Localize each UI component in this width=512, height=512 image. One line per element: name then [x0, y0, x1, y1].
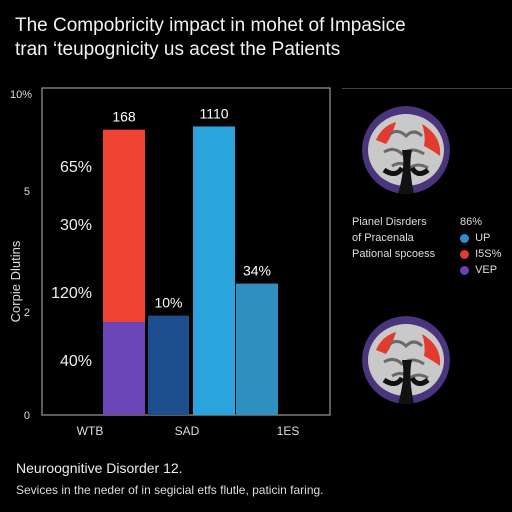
footer-title: Neuroognitive Disorder 12. [16, 460, 183, 476]
y-tick-label: 0 [24, 410, 30, 422]
legend-dot [460, 265, 469, 275]
bar-value-label: 168 [112, 109, 136, 125]
legend-row: VEP [352, 264, 502, 280]
title-line-2: tran ‘teupognicity us acest the Patients [15, 39, 341, 60]
footer-subtitle: Sevices in the neder of in segicial etfs… [16, 483, 324, 497]
bar-segment [103, 129, 145, 323]
divider [342, 88, 512, 89]
inner-percent-label: 40% [60, 353, 92, 370]
legend-label: of Pracenala [352, 232, 414, 244]
legend-row: of Pracenala UP [352, 232, 502, 248]
legend-item: I5S% [460, 248, 501, 260]
inner-percent-label: 120% [51, 285, 92, 302]
x-tick-label: 1ES [277, 424, 300, 438]
brain-scan-icon [362, 316, 450, 404]
legend-label: Pianel Disrders [352, 216, 427, 228]
y-tick-label: 5 [24, 186, 30, 198]
y-tick-label: 10% [10, 89, 32, 101]
bar-segment [193, 126, 235, 416]
bar-chart: Corpie Dlutins 10% 5 2 0 65% 30% 120% 40% 168 10% 1… [8, 87, 331, 438]
legend-row: Pational spcoess I5S% [352, 248, 502, 264]
inner-percent-label: 65% [60, 159, 92, 176]
bar-segment [236, 283, 278, 415]
legend-item-label: I5S% [475, 248, 502, 260]
legend-percent: 86% [460, 216, 483, 228]
x-tick-label: WTB [77, 424, 104, 438]
inner-percent-label: 30% [60, 217, 92, 234]
legend-item: VEP [460, 264, 497, 276]
legend-row: Pianel Disrders 86% [352, 216, 502, 232]
x-tick-label: SAD [175, 424, 200, 438]
legend: Pianel Disrders 86% of Pracenala UP Pati… [352, 216, 502, 280]
legend-item: UP [460, 232, 490, 244]
y-tick-label: 2 [24, 307, 30, 319]
legend-dot [460, 249, 469, 259]
bar-value-label: 1110 [199, 105, 228, 121]
bar-value-label: 34% [243, 263, 271, 279]
bar-segment [148, 315, 189, 415]
legend-item-label: VEP [475, 264, 498, 276]
y-axis-label: Corpie Dlutins [8, 240, 23, 322]
legend-label: Pational spcoess [352, 248, 436, 260]
chart-title: The Compobricity impact in mohet of Impa… [15, 14, 505, 62]
brain-scan-icon [362, 106, 450, 194]
legend-item-label: UP [475, 232, 491, 244]
legend-dot [460, 233, 469, 243]
bar-segment [103, 322, 145, 415]
title-line-1: The Compobricity impact in mohet of Impa… [15, 15, 406, 36]
bar-value-label: 10% [154, 295, 182, 311]
